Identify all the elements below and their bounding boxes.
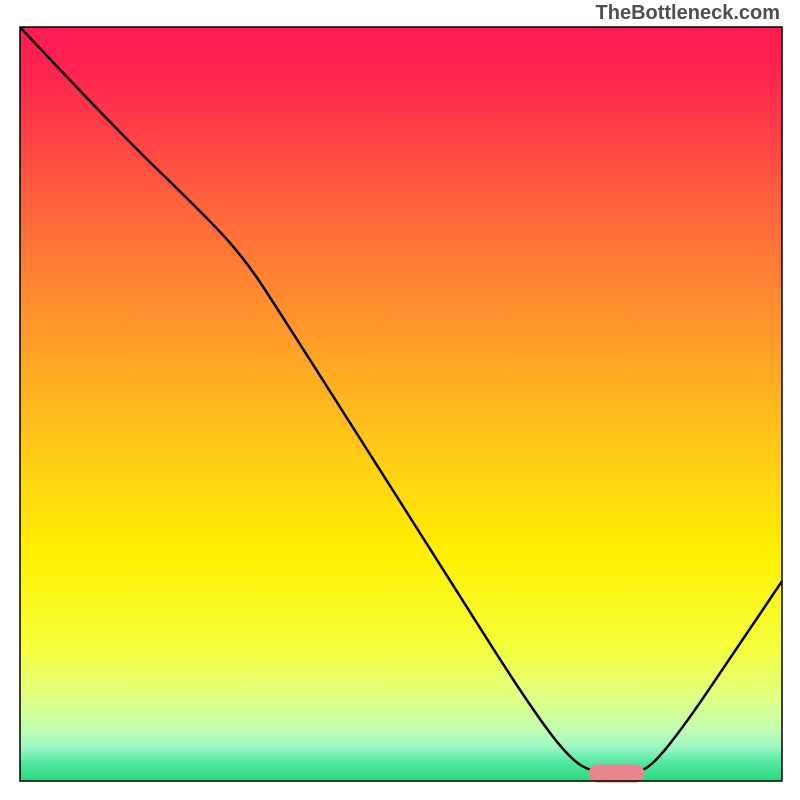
- chart-background: [20, 27, 782, 781]
- optimal-marker: [589, 764, 645, 782]
- bottleneck-chart: [0, 0, 800, 800]
- page-title: TheBottleneck.com: [596, 2, 780, 25]
